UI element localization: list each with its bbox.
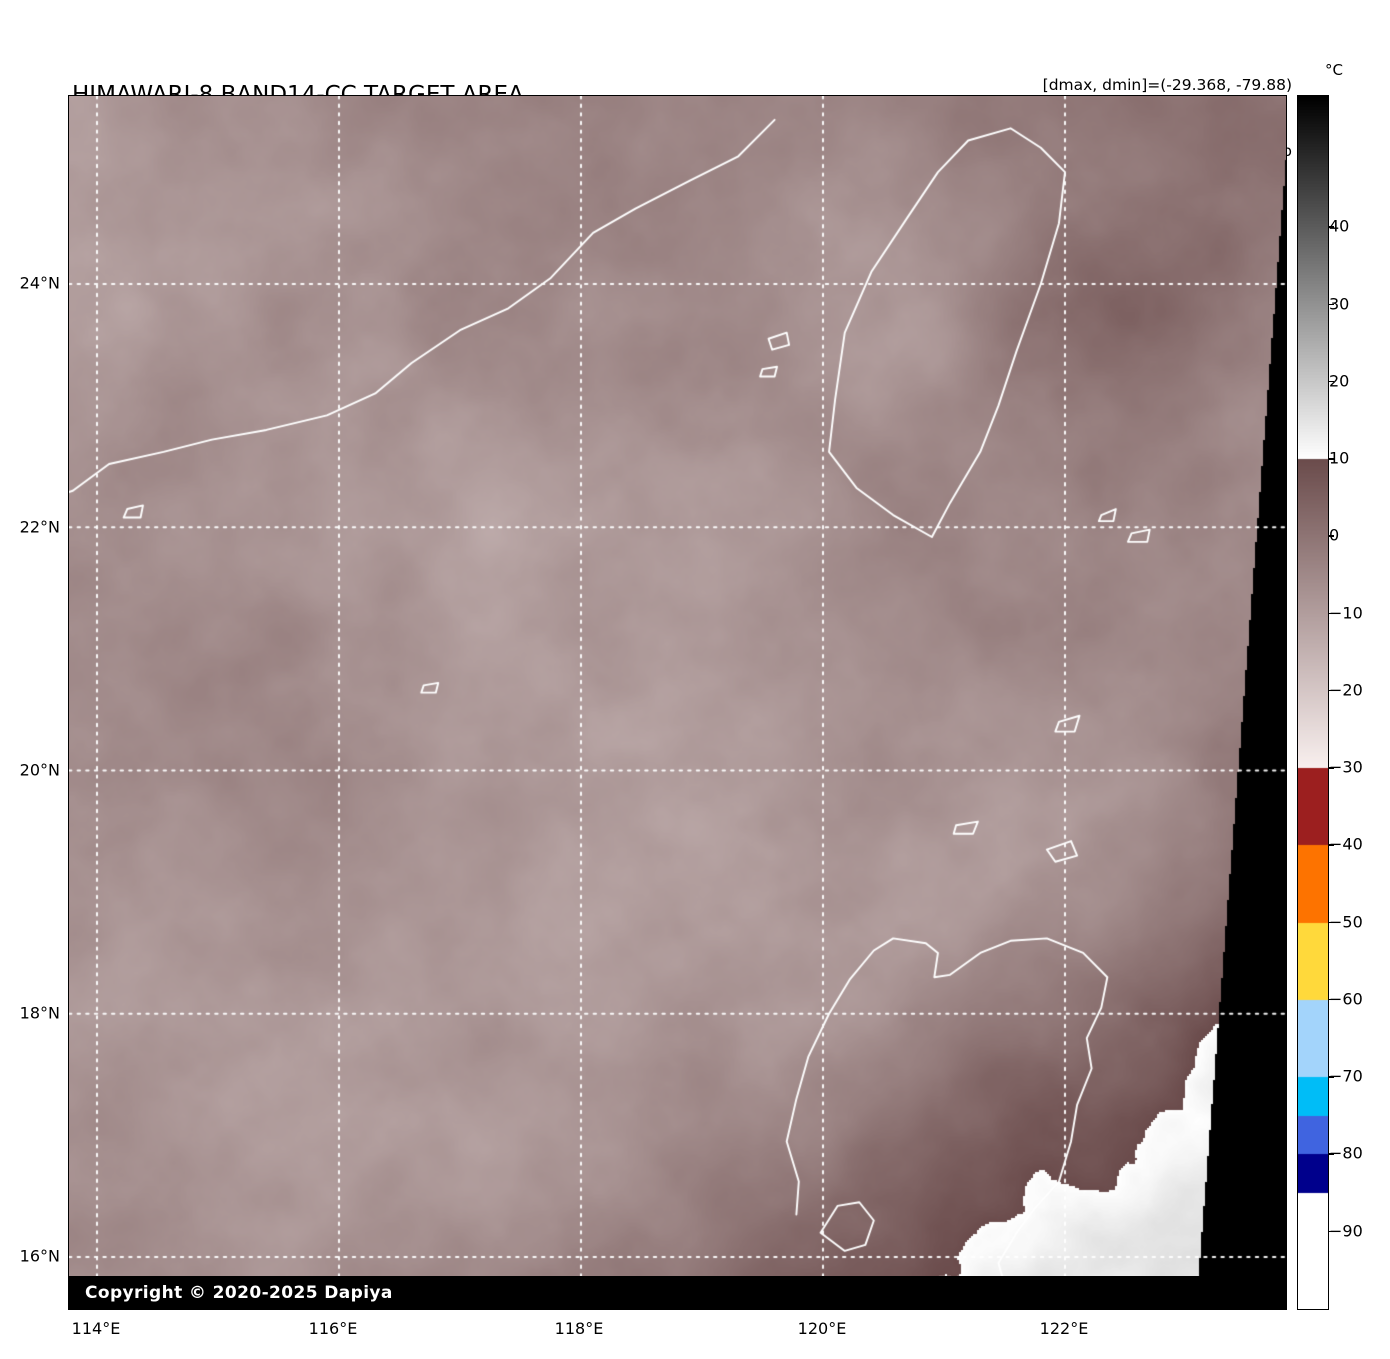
satellite-imagery-canvas — [69, 96, 1286, 1309]
x-axis-tick-label: 118°E — [554, 1319, 604, 1338]
colorbar-tick-mark — [1328, 1076, 1334, 1078]
colorbar-tick-label: −40 — [1329, 834, 1363, 854]
x-axis-tick-label: 120°E — [797, 1319, 847, 1338]
colorbar-tick-mark — [1328, 303, 1334, 306]
colorbar-tick-mark — [1328, 844, 1334, 846]
colorbar-tick-mark — [1328, 612, 1334, 615]
colorbar-tick-label: −10 — [1329, 603, 1363, 623]
y-axis-tick-label: 24°N — [19, 273, 60, 293]
colorbar-canvas — [1298, 96, 1328, 1309]
colorbar-tick-label: −50 — [1329, 912, 1363, 932]
colorbar-tick-mark — [1328, 458, 1334, 460]
colorbar-tick-mark — [1328, 535, 1334, 537]
colorbar-tick-mark — [1328, 689, 1334, 692]
colorbar-tick-label: 20 — [1329, 371, 1350, 391]
copyright-text: Copyright © 2020-2025 Dapiya — [85, 1283, 393, 1303]
colorbar-tick-label: −20 — [1329, 680, 1363, 700]
colorbar-tick-label: 10 — [1329, 448, 1350, 468]
colorbar-tick-label: −60 — [1329, 989, 1363, 1009]
colorbar-tick-label: 0 — [1329, 525, 1340, 545]
colorbar — [1297, 95, 1329, 1310]
colorbar-tick-label: −90 — [1329, 1221, 1363, 1241]
colorbar-tick-mark — [1328, 1153, 1334, 1155]
x-axis-tick-label: 122°E — [1039, 1319, 1089, 1338]
satellite-image-plot: Copyright © 2020-2025 Dapiya — [68, 95, 1287, 1310]
x-axis-tick-label: 116°E — [308, 1319, 358, 1338]
colorbar-tick-label: −80 — [1329, 1143, 1363, 1163]
colorbar-tick-mark — [1328, 226, 1334, 228]
colorbar-tick-mark — [1328, 998, 1334, 1001]
colorbar-tick-mark — [1328, 1230, 1334, 1233]
colorbar-tick-mark — [1328, 380, 1334, 383]
colorbar-tick-mark — [1328, 767, 1334, 769]
colorbar-tick-mark — [1328, 921, 1334, 924]
copyright-band — [69, 1276, 1286, 1309]
colorbar-tick-label: −30 — [1329, 757, 1363, 777]
x-axis-tick-label: 114°E — [71, 1319, 121, 1338]
colorbar-tick-label: 40 — [1329, 216, 1350, 236]
dmax-dmin-readout: [dmax, dmin]=(-29.368, -79.88) — [1042, 76, 1292, 94]
colorbar-tick-label: −70 — [1329, 1066, 1363, 1086]
y-axis-tick-label: 16°N — [19, 1246, 60, 1266]
colorbar-unit-label: °C — [1325, 61, 1343, 79]
colorbar-tick-label: 30 — [1329, 294, 1350, 314]
y-axis-tick-label: 18°N — [19, 1003, 60, 1023]
y-axis-tick-label: 22°N — [19, 517, 60, 537]
y-axis-tick-label: 20°N — [19, 760, 60, 780]
